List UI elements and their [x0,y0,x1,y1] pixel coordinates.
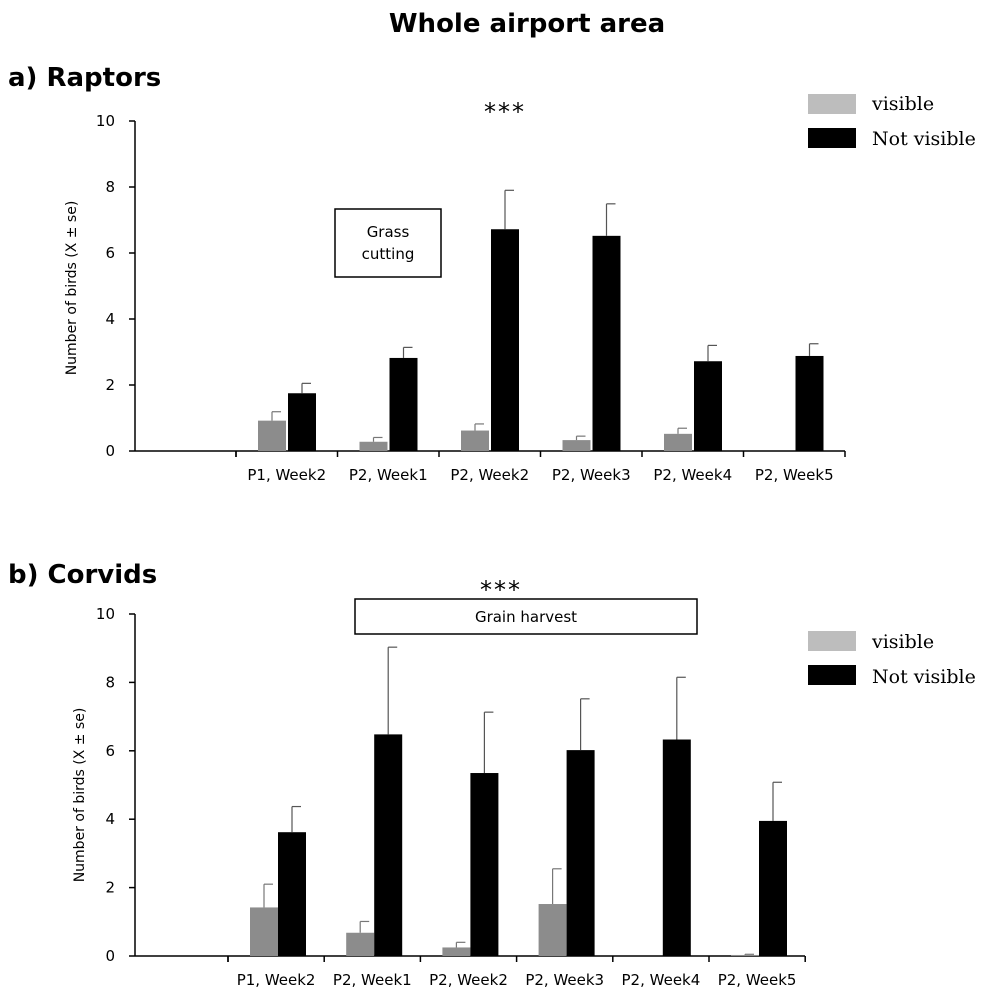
x-tick-labels: P1, Week2 P2, Week1 P2, Week2 P2, Week3 P2, … [237,971,797,989]
figure-title: Whole airport area [389,9,665,39]
legend-label-not-visible: Not visible [872,128,976,150]
legend-swatch-not-visible [808,665,856,685]
y-tick-label: 4 [105,810,115,828]
legend: visible Not visible [808,631,976,688]
x-tick-label: P2, Week5 [718,971,797,989]
panel-raptors: a) Raptors Number of birds (X ± se) 0 2 4 6… [8,63,976,484]
y-tick-label: 8 [105,673,115,691]
bar-not-visible [491,229,519,451]
panel-label: b) Corvids [8,560,157,590]
x-tick-label: P2, Week2 [450,466,529,484]
annotation-box [354,598,698,635]
y-ticks: 0 2 4 6 8 10 [96,605,135,965]
legend-label-not-visible: Not visible [872,666,976,688]
x-tick-label: P2, Week1 [349,466,428,484]
error-bars [271,189,819,442]
x-tick-label: P1, Week2 [237,971,316,989]
y-tick-label: 0 [105,947,115,965]
legend-swatch-visible [808,94,856,114]
bar-visible [258,420,286,451]
bar-visible [664,433,692,451]
annotation-box [334,208,442,278]
y-axis-label: Number of birds (X ± se) [72,708,88,883]
bar-visible [538,904,567,956]
bars [250,734,787,956]
y-tick-label: 10 [96,605,115,623]
bar-visible [359,441,388,451]
x-tick-label: P2, Week3 [525,971,604,989]
y-tick-label: 6 [105,244,115,262]
bar-not-visible [694,361,722,451]
panel-label: a) Raptors [8,63,161,93]
y-tick-label: 6 [105,742,115,760]
x-tick-label: P2, Week4 [653,466,732,484]
x-tick-label: P1, Week2 [247,466,326,484]
bar-visible [461,430,489,451]
y-ticks: 0 2 4 6 8 10 [96,112,135,460]
significance-marker: *** [484,98,526,126]
bar-not-visible [288,393,316,451]
annotation-box-label: Grain harvest [475,608,577,626]
bar-visible [250,907,278,956]
bar-not-visible [759,820,787,956]
y-tick-label: 0 [105,442,115,460]
significance-marker: *** [480,576,522,604]
bar-not-visible [795,355,824,451]
y-tick-label: 8 [105,178,115,196]
bar-not-visible [470,773,499,956]
legend-label-visible: visible [871,93,934,115]
bar-not-visible [662,739,691,956]
legend-swatch-not-visible [808,128,856,148]
bar-not-visible [566,750,595,956]
legend-swatch-visible [808,631,856,651]
axes [134,614,806,962]
bar-visible [731,954,759,956]
x-tick-label: P2, Week5 [755,466,834,484]
bar-visible [442,947,471,956]
y-tick-label: 2 [105,879,115,897]
axes [134,121,846,457]
legend-label-visible: visible [871,631,934,653]
bar-not-visible [374,734,403,956]
y-tick-label: 4 [105,310,115,328]
x-tick-label: P2, Week2 [429,971,508,989]
annotation-box-label: Grass cutting [361,223,415,263]
y-axis-label: Number of birds (X ± se) [64,201,80,376]
panel-corvids: b) Corvids Number of birds (X ± se) 0 2 4 6… [8,560,976,989]
legend: visible Not visible [808,93,976,150]
x-tick-label: P2, Week4 [622,971,701,989]
bars [258,229,824,451]
y-tick-label: 2 [105,376,115,394]
bar-not-visible [592,235,621,451]
bar-not-visible [389,357,418,451]
bar-not-visible [278,832,306,956]
bar-visible [346,932,375,956]
x-tick-labels: P1, Week2 P2, Week1 P2, Week2 P2, Week3 P2, … [247,466,833,484]
x-tick-label: P2, Week3 [552,466,631,484]
bar-visible [562,440,591,451]
y-tick-label: 10 [96,112,115,130]
x-tick-label: P2, Week1 [333,971,412,989]
error-bars [263,646,782,955]
